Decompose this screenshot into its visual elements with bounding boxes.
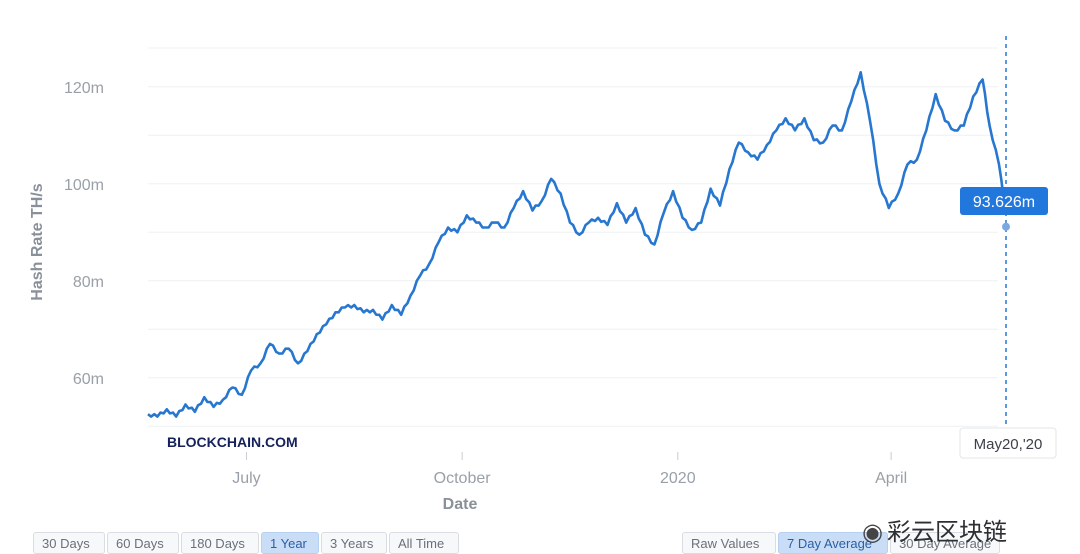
range-button-all-time[interactable]: All Time: [389, 532, 459, 554]
x-axis-title: Date: [443, 496, 478, 513]
range-button-30-days[interactable]: 30 Days: [33, 532, 105, 554]
y-tick-label: 120m: [64, 80, 104, 97]
y-tick-label: 100m: [64, 177, 104, 194]
date-tooltip-label: May20,'20: [974, 436, 1043, 453]
average-button-raw-values[interactable]: Raw Values: [682, 532, 776, 554]
value-tooltip: 93.626m: [960, 187, 1048, 215]
wechat-watermark: ◉ 彩云区块链: [862, 512, 1007, 547]
range-button-1-year[interactable]: 1 Year: [261, 532, 319, 554]
range-button-3-years[interactable]: 3 Years: [321, 532, 387, 554]
x-tick-label: April: [875, 470, 907, 487]
y-axis-title: Hash Rate TH/s: [29, 183, 46, 300]
x-tick-label: October: [434, 470, 492, 487]
wechat-account-name: 彩云区块链: [886, 518, 1007, 546]
date-tooltip: May20,'20: [959, 427, 1057, 459]
range-button-180-days[interactable]: 180 Days: [181, 532, 259, 554]
value-tooltip-label: 93.626m: [973, 194, 1035, 211]
wechat-icon: ◉: [862, 518, 883, 546]
y-tick-label: 60m: [73, 371, 104, 388]
x-tick-label: July: [232, 470, 260, 487]
y-tick-label: 80m: [73, 274, 104, 291]
range-button-60-days[interactable]: 60 Days: [107, 532, 179, 554]
x-axis-ticks: July October 2020 April: [232, 452, 907, 487]
grid-lines: [148, 47, 998, 427]
y-axis-ticks: 60m 80m 100m 120m: [64, 80, 104, 388]
blockchain-watermark: BLOCKCHAIN.COM: [167, 434, 298, 450]
x-tick-label: 2020: [660, 470, 696, 487]
current-value-dot[interactable]: [1002, 222, 1010, 231]
hash-rate-series-line: [147, 71, 1008, 418]
